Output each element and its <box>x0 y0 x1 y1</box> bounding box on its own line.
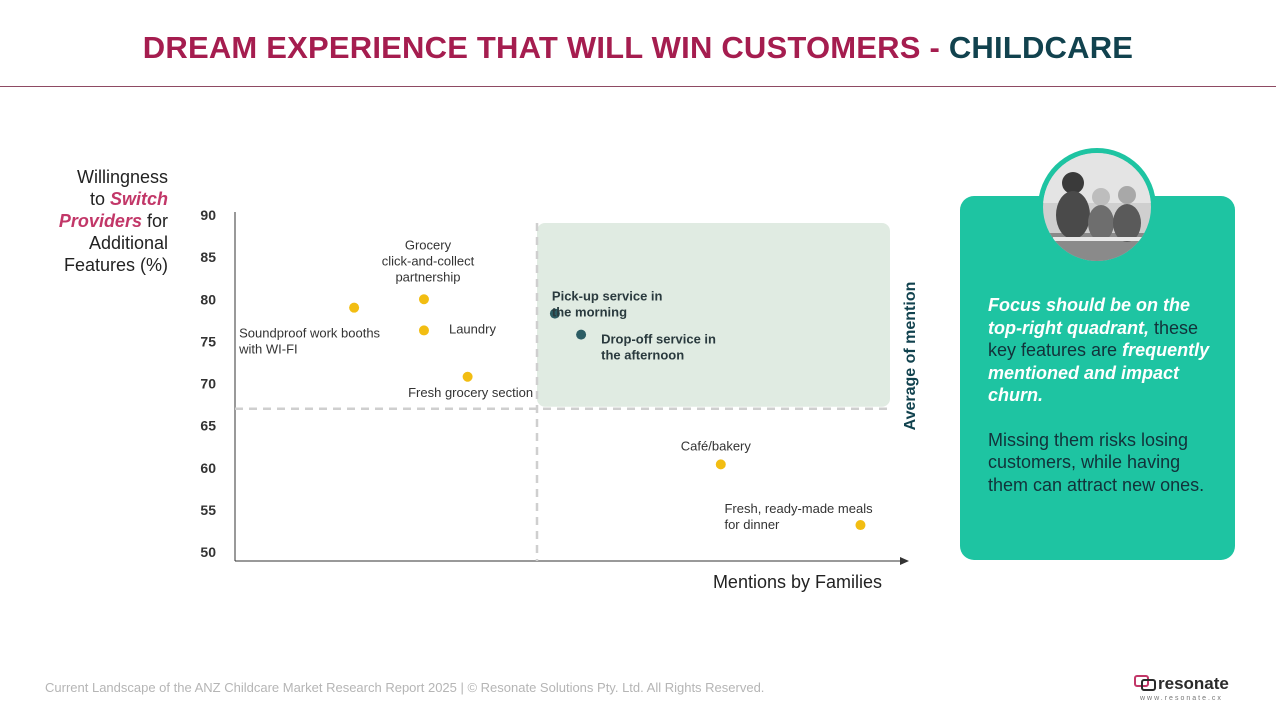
data-point-label: Soundproof work booths <box>239 326 380 341</box>
family-photo <box>1038 148 1156 266</box>
brand-name: resonate <box>1158 674 1229 693</box>
data-point <box>549 308 560 319</box>
data-point-label: click-and-collect <box>382 253 475 268</box>
y-tick-label: 50 <box>200 544 216 560</box>
y-tick-label: 60 <box>200 460 216 476</box>
data-point-label: Pick-up service in <box>552 289 663 304</box>
x-axis-arrow <box>900 557 909 565</box>
x-axis-label: Mentions by Families <box>712 572 882 592</box>
quadrant-label: Average of mention <box>902 281 919 431</box>
data-point <box>418 294 429 305</box>
y-tick-label: 90 <box>200 207 216 223</box>
y-axis-label-em2: Providers <box>58 211 142 231</box>
callout-plain-1: these key features are <box>988 317 1199 361</box>
data-point <box>462 371 473 382</box>
y-tick-label: 80 <box>200 291 216 307</box>
y-axis-label-em1: Switch <box>109 189 168 209</box>
page-title: DREAM EXPERIENCE THAT WILL WIN CUSTOMERS… <box>0 30 1276 66</box>
family-photo-image <box>1043 153 1151 261</box>
y-axis-label-post: for <box>146 211 168 231</box>
data-point-label: Drop-off service in <box>601 332 716 347</box>
callout-strong-2: frequently mentioned and impact churn. <box>988 340 1210 405</box>
title-divider <box>0 86 1276 87</box>
data-point-label: Laundry <box>449 321 496 336</box>
y-tick-label: 85 <box>200 249 216 265</box>
y-axis-label-line5: Features (%) <box>63 255 168 275</box>
data-point <box>715 459 726 470</box>
data-point-label: Fresh grocery section <box>408 385 533 400</box>
y-tick-label: 65 <box>200 418 216 434</box>
data-point <box>855 520 866 531</box>
y-axis-label-line1: Willingness <box>76 167 168 187</box>
footer-copyright: Current Landscape of the ANZ Childcare M… <box>45 680 765 695</box>
y-axis-label-line3: Providers for <box>40 210 168 232</box>
callout-text: Focus should be on the top-right quadran… <box>988 294 1218 496</box>
y-axis-label-pre: to <box>89 189 105 209</box>
data-point <box>418 325 429 336</box>
data-point-label: Café/bakery <box>681 438 752 453</box>
callout-paragraph-1: Focus should be on the top-right quadran… <box>988 294 1218 407</box>
page-title-accent: CHILDCARE <box>948 30 1134 65</box>
data-point-label: with WI-FI <box>238 342 298 357</box>
data-point-label: for dinner <box>724 517 780 532</box>
data-point-label: partnership <box>395 269 460 284</box>
highlight-quadrant <box>537 223 890 407</box>
data-point-label: Grocery <box>405 237 452 252</box>
y-tick-label: 55 <box>200 502 216 518</box>
y-tick-label: 70 <box>200 376 216 392</box>
y-axis-label-line4: Additional <box>88 233 168 253</box>
data-point-label: Fresh, ready-made meals <box>724 501 873 516</box>
y-tick-label: 75 <box>200 333 216 349</box>
page-title-main: DREAM EXPERIENCE THAT WILL WIN CUSTOMERS… <box>142 30 940 65</box>
y-axis-label: Willingness to Switch Providers for Addi… <box>40 166 168 276</box>
data-point-label: the afternoon <box>601 348 684 363</box>
resonate-logo-icon <box>1134 675 1156 691</box>
y-axis-label-line2: to Switch <box>40 188 168 210</box>
callout-strong-1: Focus should be on the top-right quadran… <box>988 295 1190 338</box>
data-point <box>349 302 360 313</box>
data-point-label: the morning <box>552 305 627 320</box>
callout-paragraph-2: Missing them risks losing customers, whi… <box>988 429 1205 495</box>
brand-url: www.resonate.cx <box>1140 695 1223 702</box>
data-point <box>576 329 587 340</box>
